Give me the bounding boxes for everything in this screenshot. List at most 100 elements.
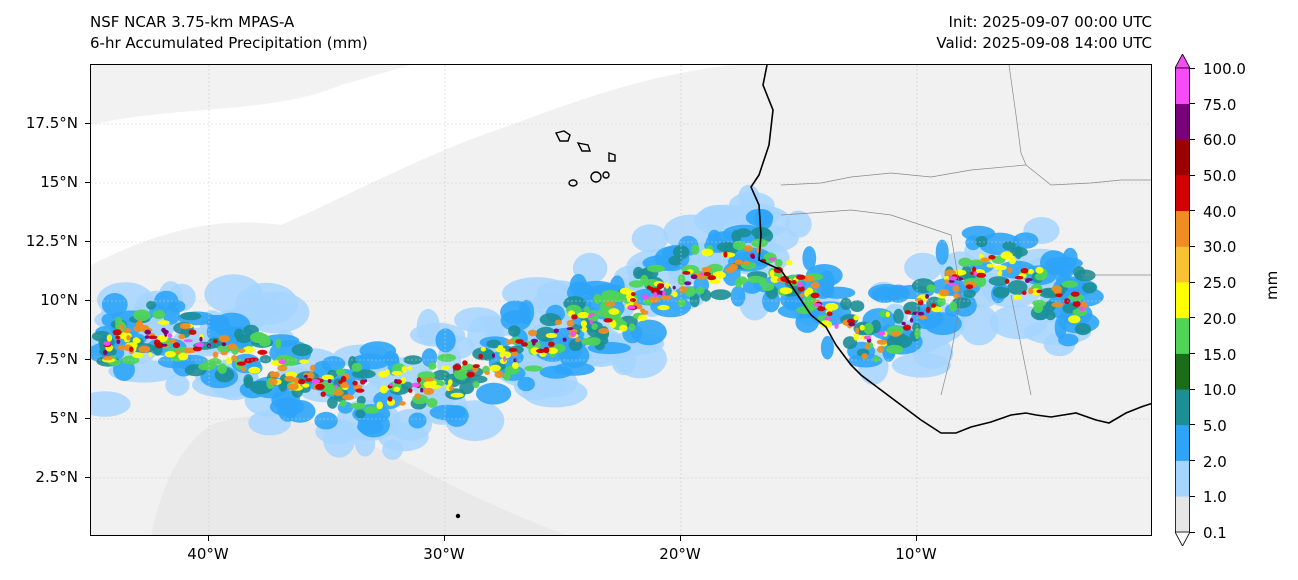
colorbar-label-4: 10.0 [1203, 381, 1237, 400]
y-tick-mark-0 [85, 476, 90, 478]
precip-cell-894 [360, 379, 366, 385]
precip-cell-552 [426, 397, 438, 408]
precip-cell-670 [769, 270, 775, 278]
precip-cell-643 [379, 385, 388, 394]
x-tick-label-3: 10°W [895, 545, 937, 563]
y-tick-mark-6 [85, 122, 90, 124]
precip-cell-658 [853, 315, 859, 321]
precip-cell-592 [450, 392, 464, 398]
precip-cell-320 [432, 370, 450, 381]
precip-cell-785 [168, 338, 177, 344]
precip-cell-891 [192, 346, 202, 352]
precip-cell-619 [512, 362, 519, 369]
precip-cell-978 [334, 384, 338, 389]
precip-cell-701 [148, 352, 153, 357]
precip-cell-939 [751, 255, 756, 259]
title-right: Init: 2025-09-07 00:00 UTC Valid: 2025-0… [936, 12, 1152, 54]
precip-cell-688 [1027, 268, 1034, 275]
precip-cell-729 [175, 350, 181, 355]
precip-cell-282 [1044, 261, 1076, 276]
x-tick-label-0: 40°W [187, 545, 229, 563]
precip-cell-652 [178, 352, 189, 361]
precip-cell-940 [690, 274, 698, 280]
precip-cell-691 [994, 265, 1007, 271]
precip-cell-947 [848, 322, 856, 327]
colorbar-label-6: 20.0 [1203, 309, 1237, 328]
colorbar-tick-8 [1190, 245, 1195, 247]
precip-cell-653 [1008, 257, 1017, 265]
precip-cell-446 [963, 289, 976, 299]
precip-cell-444 [1073, 266, 1086, 280]
precip-cell-540 [975, 275, 987, 288]
precip-cell-583 [761, 282, 775, 292]
precip-cell-901 [387, 396, 393, 402]
precip-cell-138 [912, 337, 954, 369]
precip-cell-767 [864, 343, 870, 350]
precip-cell-745 [122, 328, 132, 334]
precip-cell-838 [1021, 290, 1027, 295]
precip-cell-784 [575, 338, 581, 343]
colorbar-extend-max [1175, 54, 1190, 69]
y-tick-mark-2 [85, 358, 90, 360]
precip-cell-727 [743, 245, 753, 252]
precip-cell-538 [335, 368, 346, 377]
colorbar-swatch-12 [1175, 68, 1190, 104]
colorbar-label-13: 100.0 [1203, 60, 1246, 78]
precip-cell-900 [248, 357, 259, 362]
precip-cell-321 [1074, 323, 1092, 336]
colorbar-swatch-4 [1175, 353, 1190, 390]
precip-cell-610 [819, 320, 833, 329]
precip-cell-20 [631, 224, 669, 253]
precip-cell-912 [912, 311, 918, 315]
precip-cell-812 [118, 323, 123, 330]
precip-cell-387 [1007, 280, 1028, 295]
precip-cell-769 [212, 351, 219, 359]
precip-cell-671 [423, 381, 433, 389]
precip-cell-269 [631, 319, 667, 346]
precip-cell-831 [408, 388, 413, 393]
precip-cell-304 [154, 290, 179, 310]
colorbar-tick-2 [1190, 460, 1195, 462]
precip-cell-866 [1004, 279, 1010, 284]
precip-cell-965 [813, 303, 822, 307]
precip-cell-783 [510, 351, 519, 357]
precip-cell-799 [240, 366, 247, 372]
precip-cell-728 [423, 387, 435, 395]
colorbar-swatch-3 [1175, 389, 1190, 426]
precip-cell-954 [587, 314, 592, 319]
precip-cell-640 [701, 248, 714, 257]
precip-cell-112 [323, 421, 356, 458]
colorbar-label-11: 60.0 [1203, 131, 1237, 150]
colorbar-label-8: 30.0 [1203, 238, 1237, 257]
precip-cell-961 [590, 312, 595, 316]
precip-cell-790 [220, 351, 228, 356]
precip-cell-596 [530, 347, 540, 355]
precip-cell-399 [1009, 247, 1028, 257]
precip-cell-910 [955, 277, 964, 281]
precip-cell-281 [802, 246, 817, 271]
precip-cell-778 [339, 383, 350, 388]
precip-cell-905 [416, 377, 422, 383]
precip-cell-522 [863, 323, 874, 335]
precip-cell-585 [926, 284, 936, 292]
colorbar-tick-9 [1190, 210, 1195, 212]
precip-cell-907 [472, 364, 480, 369]
precip-cell-833 [112, 329, 122, 336]
colorbar-swatch-11 [1175, 103, 1190, 140]
precip-cell-632 [132, 337, 140, 344]
precip-cell-879 [155, 342, 164, 349]
precip-cell-115 [738, 184, 760, 209]
precip-cell-561 [1033, 302, 1044, 314]
precip-cell-704 [322, 374, 334, 380]
precip-cell-623 [480, 347, 486, 352]
colorbar-swatch-6 [1175, 282, 1190, 319]
precip-cell-814 [527, 329, 538, 337]
precip-cell-367 [291, 343, 313, 357]
precip-cell-157 [314, 411, 338, 430]
precip-cell-796 [598, 328, 610, 334]
precip-cell-618 [619, 324, 628, 332]
precip-cell-588 [872, 355, 881, 363]
precip-cell-820 [213, 339, 218, 344]
precip-cell-111 [91, 391, 131, 417]
precip-cell-911 [917, 311, 925, 316]
